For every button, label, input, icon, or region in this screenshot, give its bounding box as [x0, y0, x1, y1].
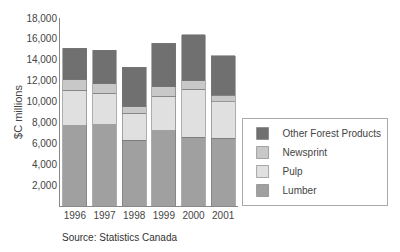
svg-text:12,000: 12,000 [26, 75, 57, 86]
svg-text:Newsprint: Newsprint [283, 147, 328, 158]
svg-text:6,000: 6,000 [32, 138, 57, 149]
svg-text:Other Forest Products: Other Forest Products [283, 128, 381, 139]
svg-text:2,000: 2,000 [32, 180, 57, 191]
svg-text:16,000: 16,000 [26, 33, 57, 44]
svg-text:14,000: 14,000 [26, 54, 57, 65]
svg-text:1999: 1999 [153, 210, 176, 221]
svg-text:1996: 1996 [64, 210, 87, 221]
svg-text:2001: 2001 [212, 210, 235, 221]
svg-text:$C millions: $C millions [12, 85, 24, 139]
svg-text:1998: 1998 [123, 210, 146, 221]
svg-text:4,000: 4,000 [32, 159, 57, 170]
svg-text:Pulp: Pulp [283, 166, 303, 177]
svg-text:18,000: 18,000 [26, 13, 57, 24]
svg-text:Source: Statistics Canada: Source: Statistics Canada [62, 232, 177, 243]
svg-text:Lumber: Lumber [283, 185, 318, 196]
svg-text:2000: 2000 [182, 210, 205, 221]
svg-text:8,000: 8,000 [32, 117, 57, 128]
svg-text:10,000: 10,000 [26, 96, 57, 107]
svg-text:1997: 1997 [93, 210, 116, 221]
